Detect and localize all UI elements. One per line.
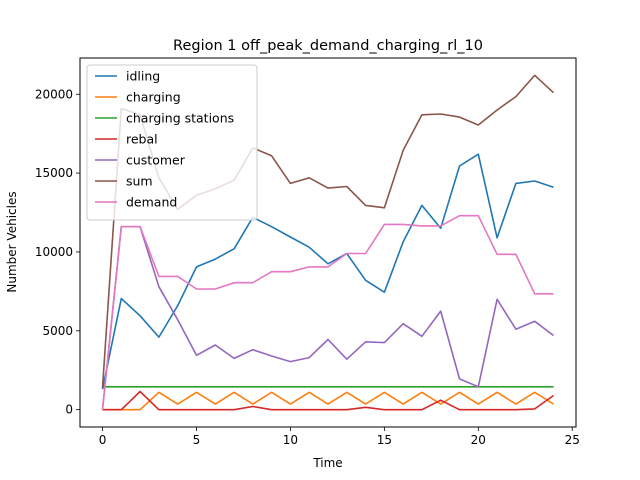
x-axis-label: Time [312, 456, 342, 470]
y-tick-label: 15000 [35, 166, 73, 180]
legend-label: rebal [126, 132, 158, 147]
x-tick-label: 20 [471, 433, 486, 447]
series-line-charging [102, 391, 554, 411]
legend-label: idling [126, 69, 160, 84]
x-tick-label: 0 [99, 433, 107, 447]
legend-label: charging [126, 90, 181, 105]
x-tick-label: 25 [565, 433, 580, 447]
series-line-idling [101, 153, 554, 390]
y-axis-label: Number Vehicles [5, 191, 19, 292]
series-line-demand [101, 214, 554, 410]
series-layer [101, 74, 555, 411]
series-line-rebal [102, 390, 554, 411]
y-tick-label: 20000 [35, 87, 73, 101]
chart-title: Region 1 off_peak_demand_charging_rl_10 [173, 38, 483, 54]
legend-label: customer [126, 153, 186, 168]
series-line-customer [101, 225, 554, 410]
legend-label: charging stations [126, 111, 234, 126]
y-tick-label: 5000 [42, 324, 73, 338]
legend-label: sum [126, 174, 153, 189]
ticks-layer: 0 5 10 15 20 25 0 5000 10000 15000 20000 [35, 87, 580, 447]
legend-label: demand [126, 195, 177, 210]
legend: idling charging charging stations rebal cust… [86, 64, 258, 221]
y-tick-label: 10000 [35, 245, 73, 259]
x-tick-label: 5 [193, 433, 201, 447]
y-tick-label: 0 [65, 403, 73, 417]
x-tick-label: 10 [283, 433, 298, 447]
x-tick-label: 15 [377, 433, 392, 447]
legend-box [86, 64, 258, 221]
plot-frame [79, 57, 577, 428]
